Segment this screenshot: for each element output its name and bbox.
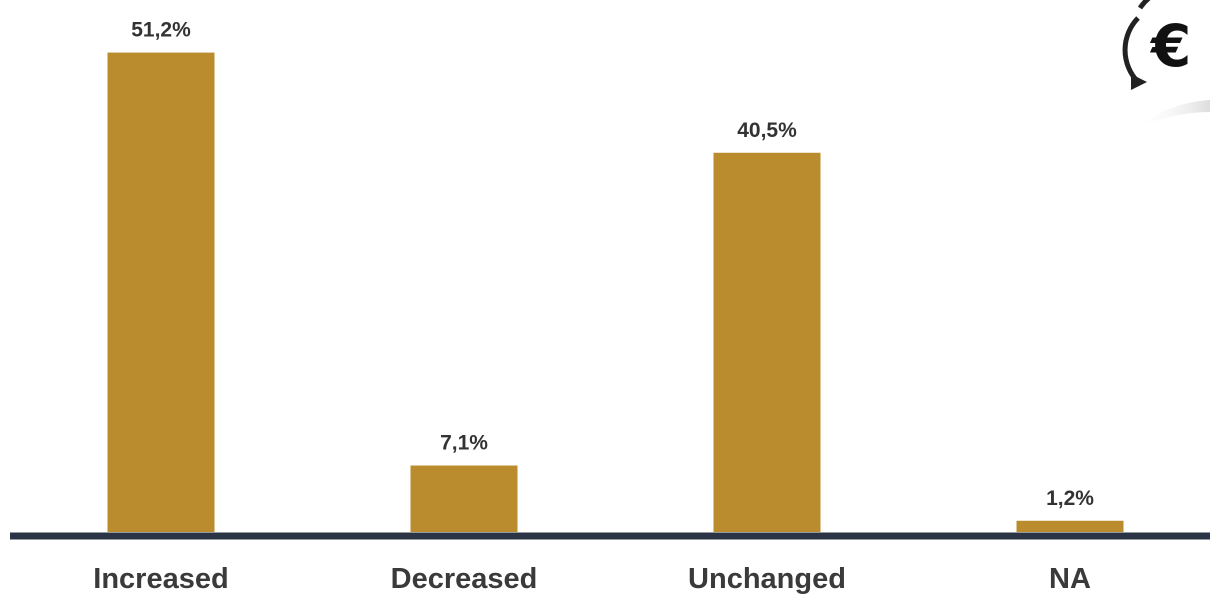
value-label-increased: 51,2%	[131, 19, 191, 42]
value-labels-group: 51,2% 7,1% 40,5% 1,2%	[131, 19, 1094, 510]
category-label-decreased: Decreased	[391, 563, 538, 595]
category-label-unchanged: Unchanged	[688, 563, 846, 595]
bar-na	[1016, 520, 1124, 532]
category-label-increased: Increased	[93, 563, 228, 595]
category-labels-group: Increased Decreased Unchanged NA	[93, 563, 1091, 595]
bars-group	[107, 52, 1124, 533]
bar-decreased	[410, 465, 518, 532]
bar-unchanged	[713, 152, 821, 533]
value-label-unchanged: 40,5%	[737, 119, 797, 142]
value-label-na: 1,2%	[1046, 487, 1094, 510]
euro-glyph: €	[1149, 12, 1191, 80]
value-label-decreased: 7,1%	[440, 432, 488, 455]
category-label-na: NA	[1049, 563, 1091, 595]
bar-increased	[107, 52, 215, 532]
euro-exchange-icon: €	[1122, 0, 1210, 130]
